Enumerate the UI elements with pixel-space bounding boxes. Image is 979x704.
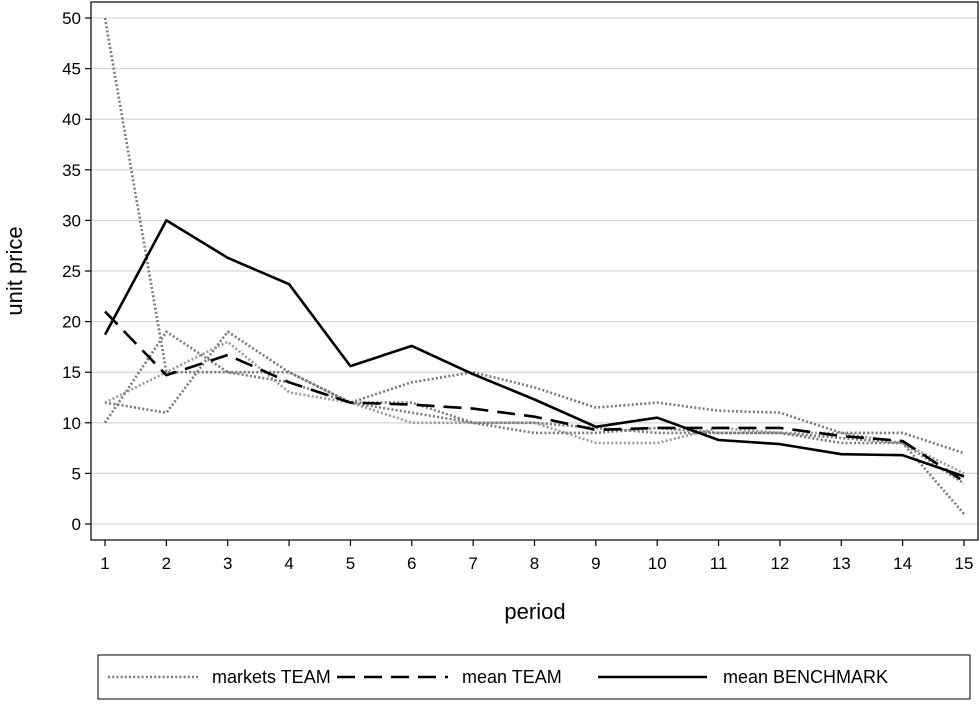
x-tick-label: 4 (284, 554, 293, 573)
x-tick-label: 15 (955, 554, 974, 573)
y-tick-label: 30 (62, 211, 81, 230)
legend-label: mean BENCHMARK (723, 667, 888, 687)
y-tick-label: 40 (62, 110, 81, 129)
y-tick-label: 10 (62, 414, 81, 433)
y-tick-label: 25 (62, 262, 81, 281)
series-line (103, 17, 965, 515)
x-tick-label: 12 (770, 554, 789, 573)
y-tick-label: 20 (62, 313, 81, 332)
x-tick-label: 6 (407, 554, 416, 573)
x-tick-label: 14 (893, 554, 912, 573)
x-tick-label: 9 (591, 554, 600, 573)
x-tick-label: 1 (100, 554, 109, 573)
legend-label: markets TEAM (212, 667, 331, 687)
series-lines (103, 17, 965, 515)
grid-lines (91, 17, 978, 525)
x-tick-label: 2 (162, 554, 171, 573)
legend: markets TEAM mean TEAM mean BENCHMARK (97, 654, 971, 700)
y-tick-label: 5 (72, 464, 81, 483)
x-tick-label: 3 (223, 554, 232, 573)
y-tick-label: 0 (72, 515, 81, 534)
x-axis-title: period (504, 599, 565, 624)
y-tick-label: 35 (62, 161, 81, 180)
y-tick-label: 15 (62, 363, 81, 382)
series-line (104, 330, 965, 455)
x-tick-label: 13 (832, 554, 851, 573)
x-axis: 1 2 3 4 5 6 7 8 9 10 11 12 13 14 15 (100, 540, 973, 573)
x-tick-label: 8 (530, 554, 539, 573)
x-tick-label: 10 (648, 554, 667, 573)
legend-box (97, 654, 971, 700)
y-tick-label: 50 (62, 9, 81, 28)
x-tick-label: 5 (346, 554, 355, 573)
x-tick-label: 7 (468, 554, 477, 573)
y-axis-title: unit price (2, 226, 27, 315)
series-line (104, 310, 965, 483)
y-axis: 0 5 10 15 20 25 30 35 40 45 50 (62, 9, 91, 534)
y-tick-label: 45 (62, 60, 81, 79)
series-line (103, 219, 965, 478)
legend-label: mean TEAM (462, 667, 562, 687)
x-tick-label: 11 (710, 554, 728, 573)
series-line (103, 330, 965, 485)
